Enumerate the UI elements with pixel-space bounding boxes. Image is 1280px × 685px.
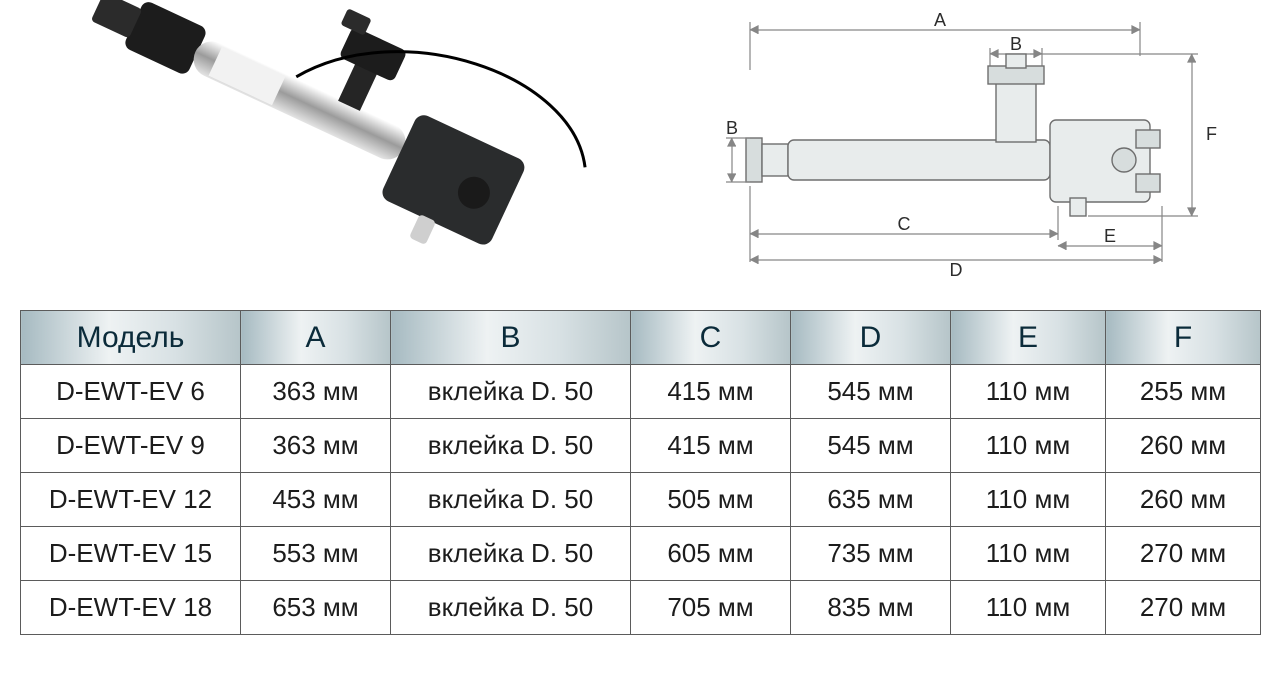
table-cell: D-EWT-EV 18 — [21, 581, 241, 635]
table-cell: 635 мм — [791, 473, 951, 527]
table-cell: D-EWT-EV 15 — [21, 527, 241, 581]
table-cell: 545 мм — [791, 365, 951, 419]
table-row: D-EWT-EV 6363 ммвклейка D. 50415 мм545 м… — [21, 365, 1261, 419]
table-cell: 705 мм — [631, 581, 791, 635]
dim-label-c: C — [898, 214, 911, 234]
dim-label-e: E — [1104, 226, 1116, 246]
table-cell: 270 мм — [1106, 527, 1261, 581]
table-cell: 363 мм — [241, 365, 391, 419]
table-row: D-EWT-EV 15553 ммвклейка D. 50605 мм735 … — [21, 527, 1261, 581]
table-cell: 363 мм — [241, 419, 391, 473]
col-d: D — [791, 311, 951, 365]
table-row: D-EWT-EV 18653 ммвклейка D. 50705 мм835 … — [21, 581, 1261, 635]
table-cell: 260 мм — [1106, 473, 1261, 527]
table-cell: 260 мм — [1106, 419, 1261, 473]
table-cell: вклейка D. 50 — [391, 581, 631, 635]
table-cell: D-EWT-EV 6 — [21, 365, 241, 419]
table-cell: вклейка D. 50 — [391, 365, 631, 419]
table-cell: 255 мм — [1106, 365, 1261, 419]
dimension-diagram: A B B C D E F — [640, 0, 1280, 290]
table-cell: вклейка D. 50 — [391, 527, 631, 581]
spec-table: Модель A B C D E F D-EWT-EV 6363 ммвклей… — [20, 310, 1261, 635]
product-photo — [0, 0, 640, 290]
table-cell: 653 мм — [241, 581, 391, 635]
dim-label-a: A — [934, 10, 946, 30]
col-e: E — [951, 311, 1106, 365]
dim-label-b-left: B — [726, 118, 738, 138]
table-row: D-EWT-EV 12453 ммвклейка D. 50505 мм635 … — [21, 473, 1261, 527]
table-cell: 415 мм — [631, 419, 791, 473]
table-cell: 110 мм — [951, 419, 1106, 473]
col-a: A — [241, 311, 391, 365]
table-cell: 110 мм — [951, 365, 1106, 419]
table-cell: D-EWT-EV 9 — [21, 419, 241, 473]
table-cell: 553 мм — [241, 527, 391, 581]
dim-label-d: D — [950, 260, 963, 280]
col-f: F — [1106, 311, 1261, 365]
col-c: C — [631, 311, 791, 365]
table-cell: 505 мм — [631, 473, 791, 527]
table-cell: 270 мм — [1106, 581, 1261, 635]
table-cell: 835 мм — [791, 581, 951, 635]
table-cell: 453 мм — [241, 473, 391, 527]
table-cell: вклейка D. 50 — [391, 473, 631, 527]
table-cell: 415 мм — [631, 365, 791, 419]
table-cell: 110 мм — [951, 473, 1106, 527]
table-cell: D-EWT-EV 12 — [21, 473, 241, 527]
table-row: D-EWT-EV 9363 ммвклейка D. 50415 мм545 м… — [21, 419, 1261, 473]
table-header-row: Модель A B C D E F — [21, 311, 1261, 365]
table-cell: 735 мм — [791, 527, 951, 581]
table-cell: 605 мм — [631, 527, 791, 581]
dim-label-b-top: B — [1010, 34, 1022, 54]
table-cell: вклейка D. 50 — [391, 419, 631, 473]
dim-label-f: F — [1206, 124, 1217, 144]
col-b: B — [391, 311, 631, 365]
table-cell: 110 мм — [951, 527, 1106, 581]
top-figure-row: A B B C D E F — [0, 0, 1280, 290]
col-model: Модель — [21, 311, 241, 365]
table-cell: 110 мм — [951, 581, 1106, 635]
table-cell: 545 мм — [791, 419, 951, 473]
